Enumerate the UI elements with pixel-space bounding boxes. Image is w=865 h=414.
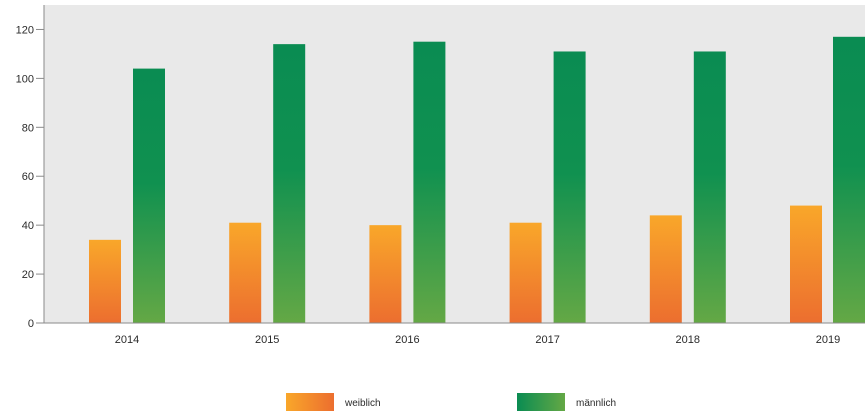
- y-tick-label: 100: [16, 73, 34, 85]
- y-tick-label: 0: [28, 318, 34, 330]
- x-tick-label: 2019: [816, 334, 840, 346]
- bar-maennlich: [693, 51, 726, 323]
- bar-maennlich: [273, 44, 306, 324]
- y-tick-label: 120: [16, 24, 34, 36]
- x-tick-label: 2018: [676, 334, 700, 346]
- y-axis: 0 20 40 60 80 100 120: [16, 24, 44, 330]
- y-tick-label: 20: [22, 269, 34, 281]
- bars: [89, 36, 865, 324]
- legend-maennlich-label: männlich: [576, 398, 616, 409]
- bar-weiblich: [229, 222, 262, 323]
- bar-weiblich: [649, 215, 682, 323]
- y-tick-label: 60: [22, 171, 34, 183]
- x-tick-label: 2014: [115, 334, 139, 346]
- x-tick-label: 2016: [395, 334, 419, 346]
- y-tick-label: 80: [22, 122, 34, 134]
- legend-weiblich-swatch: [286, 393, 334, 411]
- y-tick-label: 40: [22, 220, 34, 232]
- legend-maennlich-swatch: [517, 393, 565, 411]
- bar-weiblich: [89, 239, 121, 323]
- bar-maennlich: [553, 51, 586, 323]
- bar-weiblich: [509, 222, 542, 323]
- bar-maennlich: [413, 41, 446, 323]
- legend: weiblich männlich: [286, 393, 616, 411]
- legend-weiblich-label: weiblich: [344, 398, 381, 409]
- bar-weiblich: [369, 225, 402, 323]
- x-axis-labels: 2014 2015 2016 2017 2018 2019: [115, 334, 840, 346]
- plot-background: [44, 5, 865, 323]
- bar-maennlich: [133, 68, 165, 323]
- bar-weiblich: [790, 205, 822, 323]
- bar-maennlich: [833, 36, 865, 324]
- x-tick-label: 2017: [535, 334, 559, 346]
- x-tick-label: 2015: [255, 334, 279, 346]
